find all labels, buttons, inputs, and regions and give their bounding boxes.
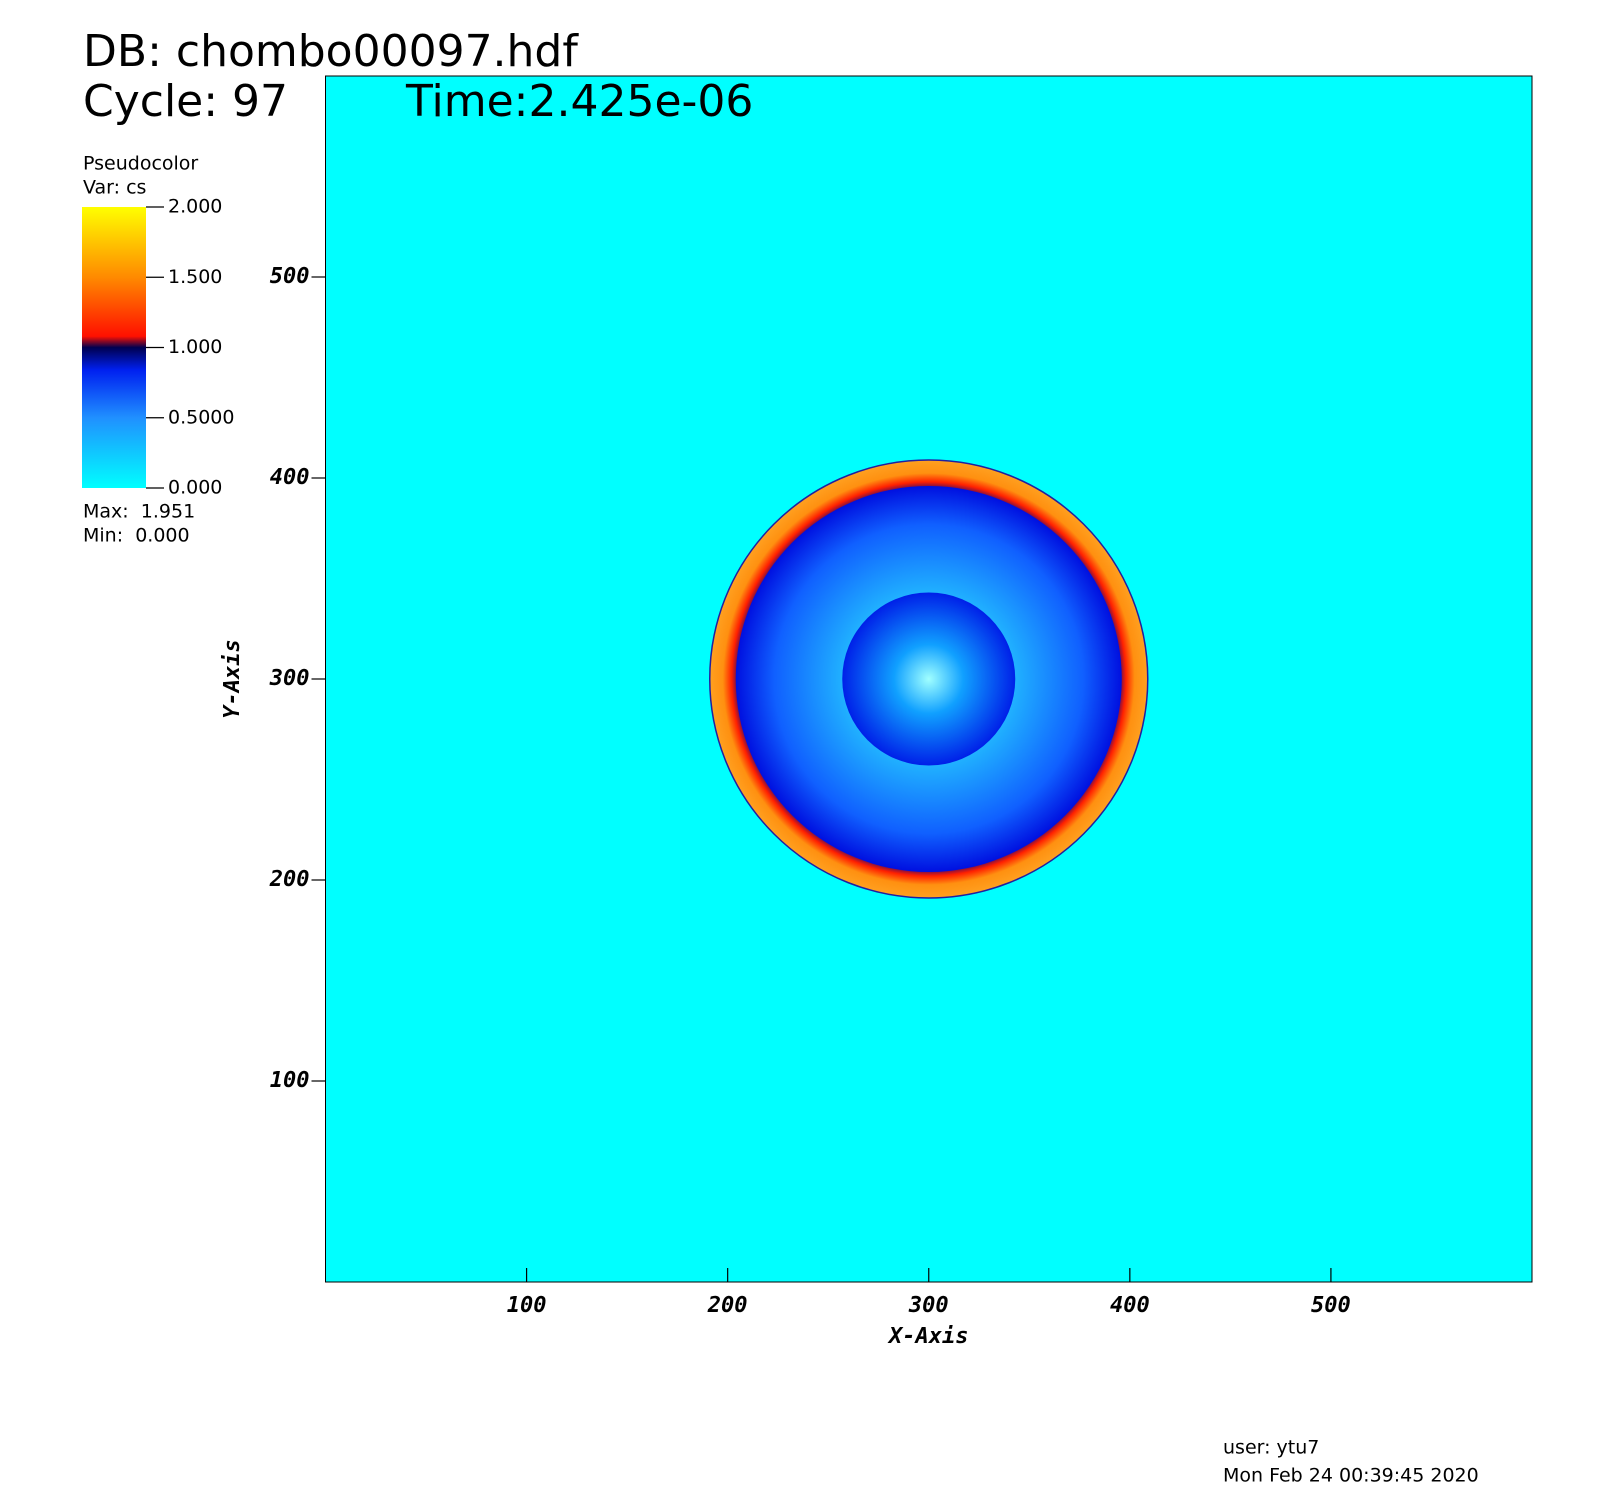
- legend-max: Max: 1.951: [83, 501, 195, 523]
- y-tick-label: 300: [269, 666, 310, 691]
- colorbar-label: 0.000: [168, 477, 222, 499]
- colorbar-label: 2.000: [168, 196, 222, 218]
- y-tick-label: 400: [270, 465, 310, 490]
- legend-min: Min: 0.000: [83, 525, 190, 547]
- legend-title: Pseudocolor: [83, 153, 198, 175]
- y-tick-label: 100: [270, 1068, 310, 1093]
- x-axis-label: X-Axis: [887, 1324, 968, 1349]
- x-tick-label: 500: [1311, 1293, 1351, 1318]
- y-tick-label: 200: [269, 867, 310, 892]
- y-tick-label: 500: [270, 264, 310, 289]
- db-name: DB: chombo00097.hdf: [83, 26, 579, 77]
- time: Time:2.425e-06: [405, 76, 753, 127]
- colorbar: [82, 207, 146, 488]
- y-axis-label: Y-Axis: [220, 639, 245, 718]
- inner-core: [842, 592, 1016, 766]
- x-tick-label: 400: [1110, 1293, 1150, 1318]
- x-tick-label: 100: [507, 1293, 547, 1318]
- colorbar-label: 1.000: [168, 336, 222, 358]
- legend-var: Var: cs: [83, 177, 146, 199]
- x-tick-label: 200: [707, 1293, 748, 1318]
- colorbar-label: 0.5000: [168, 406, 234, 428]
- user: user: ytu7: [1223, 1437, 1319, 1459]
- colorbar-label: 1.500: [168, 266, 222, 288]
- cycle: Cycle: 97: [83, 76, 288, 127]
- x-tick-label: 300: [908, 1293, 949, 1318]
- date: Mon Feb 24 00:39:45 2020: [1223, 1465, 1479, 1487]
